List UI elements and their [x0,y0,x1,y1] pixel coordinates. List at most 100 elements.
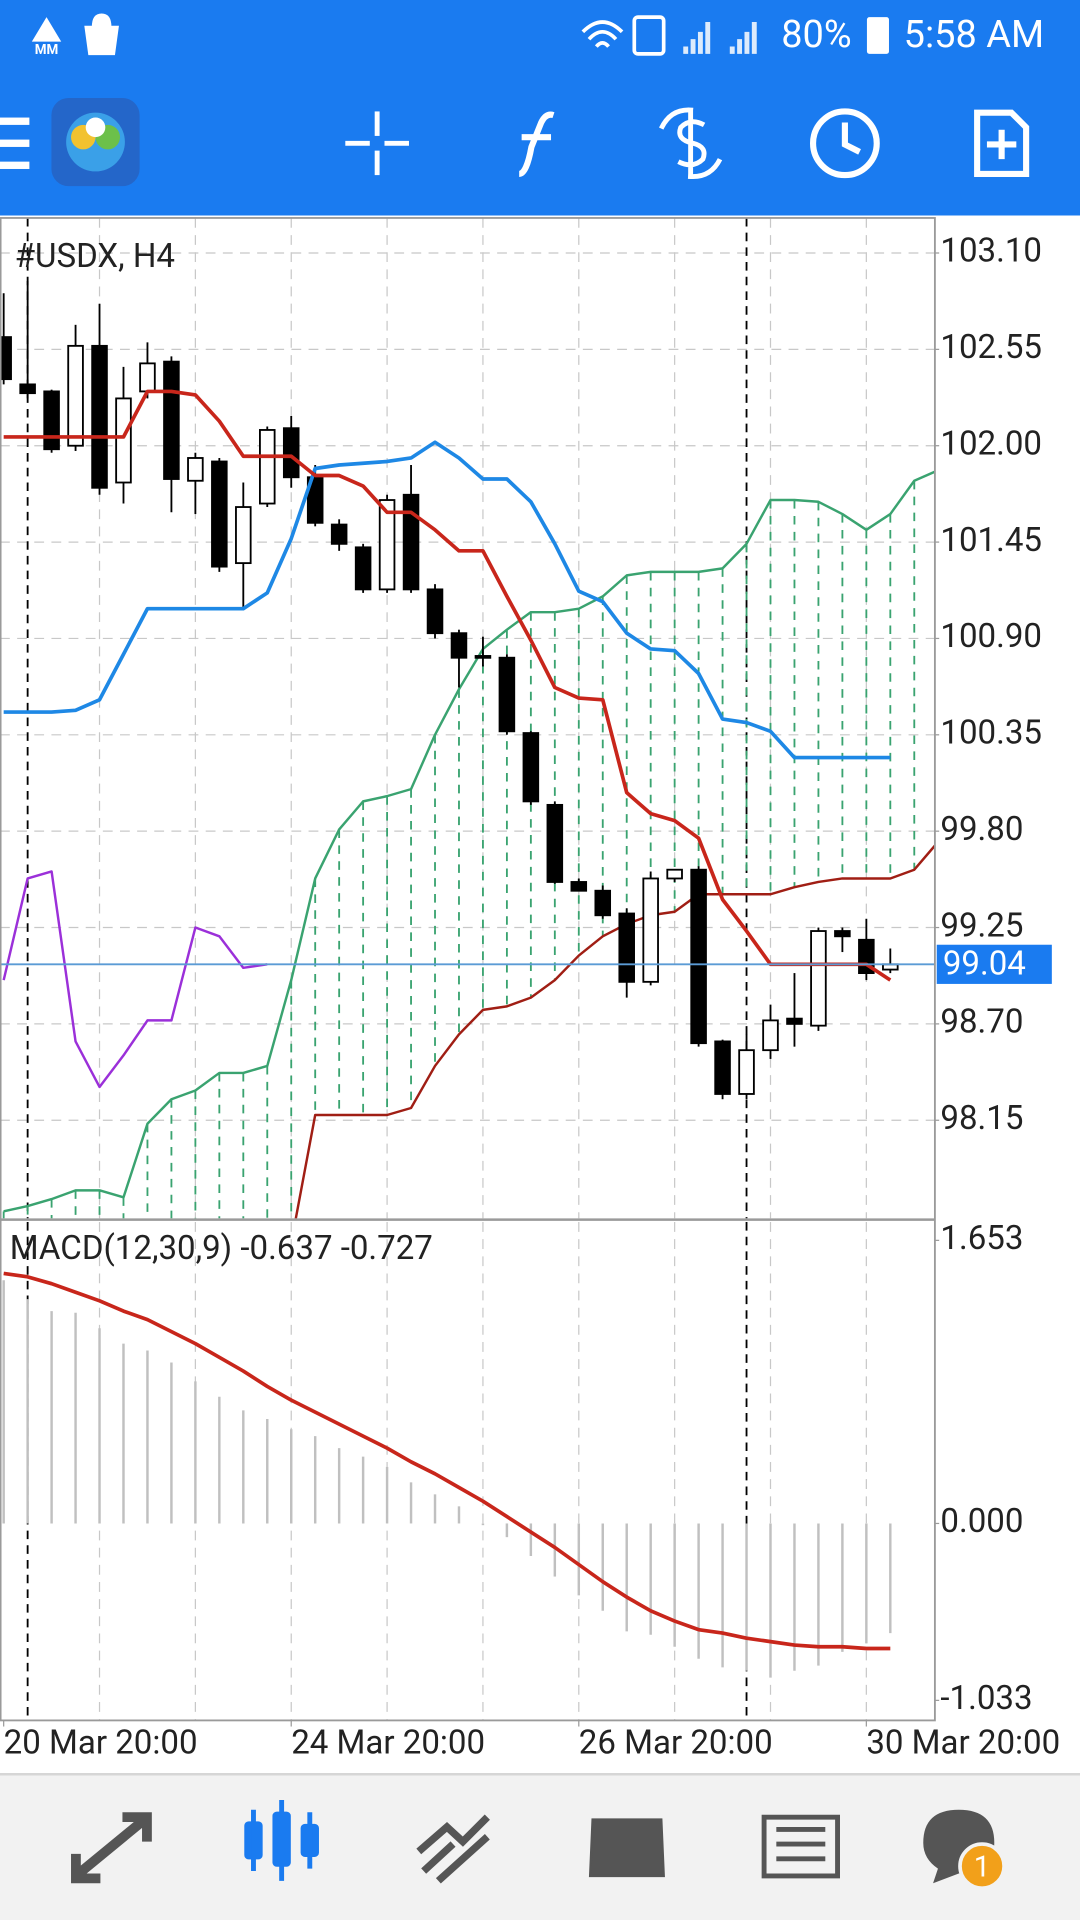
candle-body [810,930,827,1027]
y-tick-label: 100.90 [940,617,1042,656]
y-tick-label: 99.25 [940,906,1023,945]
logo-badge [85,117,106,138]
candle-body [211,460,228,568]
candle-body [738,1049,755,1095]
candle-body [594,889,612,917]
nav-wicks [251,1800,313,1881]
candle-body [19,383,36,395]
candle-body [282,427,300,479]
signal-icon [683,22,757,54]
menu-bar [0,161,30,169]
candle-body [43,390,60,451]
macd-pane [2,1222,892,1721]
symbols-button[interactable] [659,107,723,180]
candle-body [426,588,444,635]
clock-hands [841,122,861,155]
y-tick-label: 0.000 [940,1502,1023,1541]
bottom-nav [0,1774,1080,1920]
candle-body [642,877,659,983]
candle-body [91,344,108,489]
toolbar [0,97,1030,187]
candle-body [139,362,156,393]
x-tick-label: 30 Mar 20:00 [866,1724,1060,1763]
x-tick-label: 24 Mar 20:00 [291,1724,485,1763]
clock: 5:58 AM [904,13,1044,57]
candle-body [522,732,540,803]
symbols-dollar [677,110,707,179]
y-tick-label: 98.70 [940,1003,1023,1042]
battery-percent: 80% [781,13,851,57]
candle-body [378,499,396,591]
candle-body [546,803,564,883]
indicators-button[interactable] [518,111,555,177]
candle-body [235,506,252,565]
last-price-label: 99.04 [943,944,1026,983]
sim-icon [632,15,666,56]
x-tick-label: 20 Mar 20:00 [4,1724,198,1763]
x-tick-label: 26 Mar 20:00 [579,1724,773,1763]
app-bar [0,0,1080,216]
signal-line [3,1271,891,1651]
tenkan-line [3,389,892,982]
candle-body [115,397,132,484]
notification-label: MM [35,43,59,58]
app-logo[interactable] [51,97,140,187]
chat-badge-count: 1 [974,1850,991,1884]
chart-title: #USDX, H4 [15,237,175,276]
y-tick-label: -1.033 [940,1679,1032,1718]
candle-body [714,1040,731,1095]
candle-body [330,523,348,545]
nav-icons [71,1800,1006,1890]
new-order-button[interactable] [974,109,1030,177]
candle-body [786,1017,803,1025]
nav-history[interactable] [588,1818,665,1878]
crosshair-button[interactable] [345,111,409,176]
y-tick-label: 102.00 [940,424,1042,463]
chat-badge [958,1842,1006,1890]
doc-outline [974,109,1030,177]
nav-chart[interactable] [244,1800,319,1881]
nav-trade[interactable] [416,1814,490,1884]
kijun-line [3,440,891,760]
candle-body [498,656,516,733]
doc-plus [986,129,1017,160]
candle-body [402,493,420,591]
shop-icon [84,13,119,56]
candle-body [259,429,276,505]
nav-quotes[interactable] [71,1812,152,1884]
last-price-box [936,944,1052,984]
y-tick-label: 100.35 [940,714,1042,753]
candle-body [474,655,492,659]
main-pane [0,217,935,1219]
candle-body [666,868,683,880]
chart-frame [0,217,936,1722]
senkou-b-line [294,844,935,1219]
macd-title: MACD(12,30,9) -0.637 -0.727 [10,1229,433,1268]
candle-body [187,457,204,482]
wifi-icon [581,20,624,48]
candle-body [354,546,372,591]
y-tick-label: 102.55 [940,328,1042,367]
menu-bar [0,117,30,125]
y-tick-label: 103.10 [940,232,1042,271]
candle-body [0,336,12,381]
candle-body [570,881,588,892]
candle-body [762,1019,779,1052]
y-tick-label: 101.45 [940,521,1042,560]
menu-button[interactable] [0,117,30,169]
history-button[interactable] [810,108,880,179]
candle-body [618,912,635,983]
nav-news[interactable] [761,1814,840,1879]
candle-body [834,930,851,938]
chikou-line [2,870,268,1089]
clock-face [810,108,880,179]
candle-body [163,360,180,480]
candle-body [690,868,707,1045]
menu-bar [0,139,30,147]
y-tick-label: 99.80 [940,810,1023,849]
battery-icon [866,17,889,54]
chart-background [0,215,1080,1776]
senkou-a-line [3,470,935,1213]
